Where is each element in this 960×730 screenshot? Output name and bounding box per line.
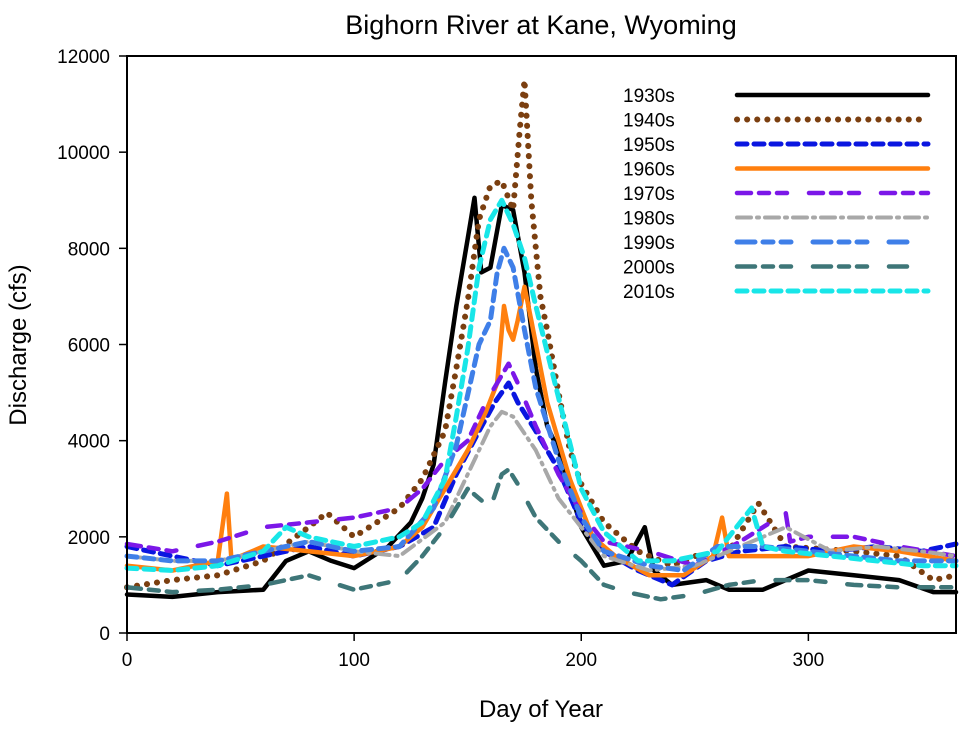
legend-label-1930s: 1930s [623,86,675,107]
legend-label-2000s: 2000s [623,258,675,279]
y-tick-label: 0 [99,624,110,645]
series-line-1980s [125,409,958,573]
series-line-2000s [124,467,959,602]
series-line-1940s [124,77,959,591]
legend-label-1950s: 1950s [623,135,675,156]
y-tick-label: 2000 [68,528,110,549]
x-tick-label: 0 [122,650,133,671]
legend-label-2010s: 2010s [623,282,675,303]
legend-label-1940s: 1940s [623,111,675,132]
legend-label-1970s: 1970s [623,184,675,205]
x-axis-title: Day of Year [479,696,603,723]
y-tick-label: 6000 [68,336,110,357]
y-tick-label: 12000 [57,47,110,68]
y-tick-label: 8000 [68,239,110,260]
x-tick-label: 200 [565,650,597,671]
series-line-2010s [124,197,959,573]
axis-ticks: 0 100 200 300 0 2000 4000 6000 8000 10000 12000 [57,47,824,671]
x-tick-label: 300 [793,650,825,671]
y-tick-label: 10000 [57,143,110,164]
legend-label-1990s: 1990s [623,233,675,254]
series-line-1990s [124,245,959,573]
series-layer [124,77,959,602]
series-line-1930s [124,195,959,600]
series-line-1970s [124,361,959,568]
legend: 1930s 1940s 1950s 1960s 1970s 1980s 1990s 2000s… [623,86,931,303]
legend-label-1980s: 1980s [623,209,675,230]
y-tick-label: 4000 [68,432,110,453]
x-tick-label: 100 [338,650,370,671]
legend-label-1960s: 1960s [623,160,675,181]
chart-title: Bighorn River at Kane, Wyoming [345,10,736,40]
series-line-1960s [124,284,959,578]
y-axis-title: Discharge (cfs) [5,264,32,425]
